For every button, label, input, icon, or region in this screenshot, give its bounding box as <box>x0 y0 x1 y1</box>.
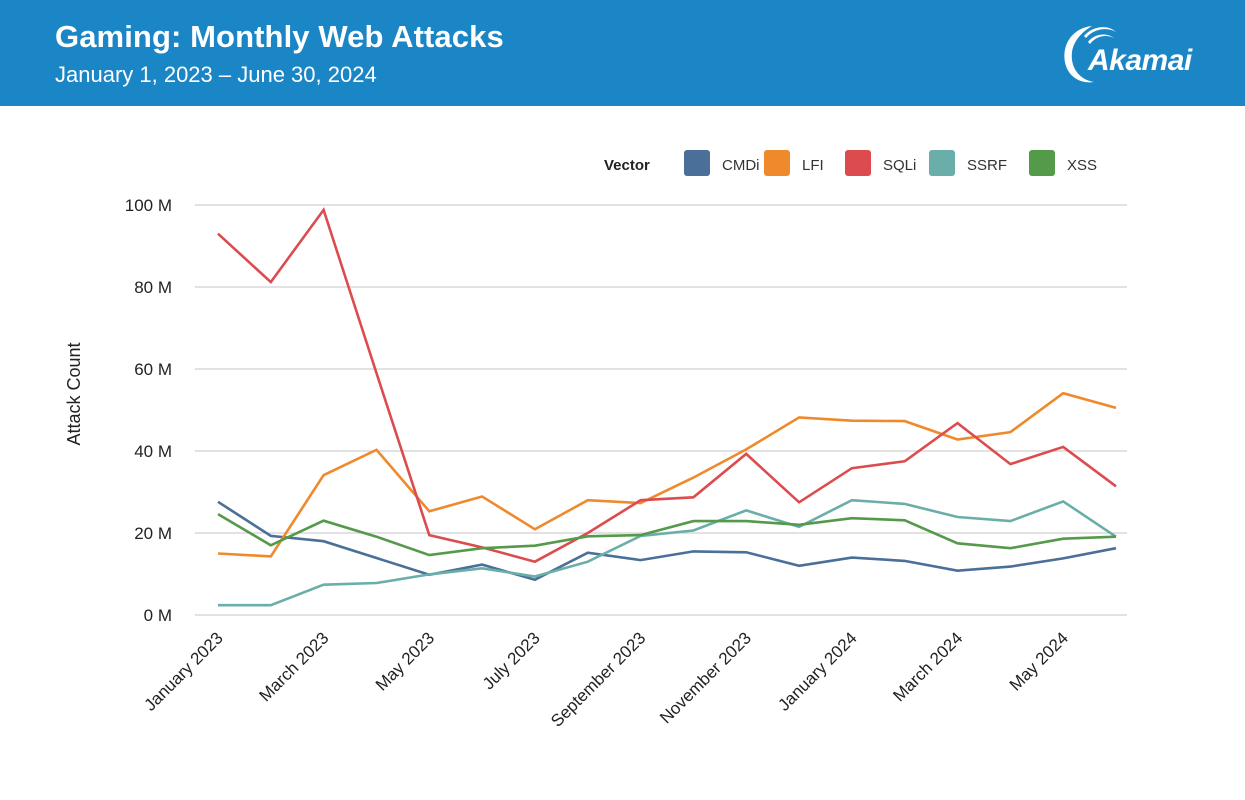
x-tick-label: January 2024 <box>774 628 860 714</box>
legend-swatch <box>764 150 790 176</box>
legend-label: LFI <box>802 157 824 174</box>
x-tick-label: March 2023 <box>256 628 333 705</box>
line-chart: 0 M 20 M 40 M 60 M 80 M 100 M January 2023 Mar… <box>64 150 1127 731</box>
chart-title: Gaming: Monthly Web Attacks <box>55 19 504 54</box>
x-tick-label: July 2023 <box>479 628 544 693</box>
y-axis-title: Attack Count <box>64 342 84 445</box>
legend-item-lfi[interactable]: LFI <box>764 150 824 176</box>
legend-swatch <box>929 150 955 176</box>
chart-subtitle: January 1, 2023 – June 30, 2024 <box>55 62 377 87</box>
x-axis-ticks: January 2023 March 2023 May 2023 July 2023 S… <box>141 628 1072 730</box>
akamai-logo: Akamai <box>1058 22 1208 88</box>
legend-label: XSS <box>1067 157 1097 174</box>
x-tick-label: September 2023 <box>547 628 649 730</box>
series-line-xss <box>217 512 1117 557</box>
y-tick-label: 40 M <box>134 442 172 461</box>
legend-swatch <box>684 150 710 176</box>
chart-header: Gaming: Monthly Web Attacks January 1, 2… <box>0 0 1245 106</box>
series-line-cmdi <box>217 500 1117 582</box>
legend: Vector CMDi LFI SQLi SSRF XSS <box>604 150 1097 176</box>
legend-label: SQLi <box>883 157 916 174</box>
y-axis-ticks: 0 M 20 M 40 M 60 M 80 M 100 M <box>125 196 172 625</box>
series-line-lfi <box>217 391 1117 558</box>
y-tick-label: 20 M <box>134 524 172 543</box>
grid-lines <box>195 204 1127 616</box>
legend-item-sqli[interactable]: SQLi <box>845 150 916 176</box>
x-tick-label: May 2024 <box>1006 628 1072 694</box>
legend-item-cmdi[interactable]: CMDi <box>684 150 760 176</box>
y-tick-label: 100 M <box>125 196 172 215</box>
series-line-ssrf <box>218 498 1117 607</box>
series-line-sqli <box>217 207 1117 564</box>
series-lines <box>217 207 1117 607</box>
legend-item-xss[interactable]: XSS <box>1029 150 1097 176</box>
y-tick-label: 80 M <box>134 278 172 297</box>
legend-swatch <box>845 150 871 176</box>
x-tick-label: May 2023 <box>372 628 438 694</box>
legend-swatch <box>1029 150 1055 176</box>
x-tick-label: November 2023 <box>656 628 755 727</box>
legend-title: Vector <box>604 157 650 174</box>
y-tick-label: 60 M <box>134 360 172 379</box>
x-tick-label: January 2023 <box>141 628 227 714</box>
legend-item-ssrf[interactable]: SSRF <box>929 150 1007 176</box>
x-tick-label: March 2024 <box>889 628 966 705</box>
legend-label: CMDi <box>722 157 760 174</box>
logo-text: Akamai <box>1088 44 1192 77</box>
akamai-wave-icon <box>1064 26 1116 83</box>
y-tick-label: 0 M <box>144 606 172 625</box>
legend-label: SSRF <box>967 157 1007 174</box>
